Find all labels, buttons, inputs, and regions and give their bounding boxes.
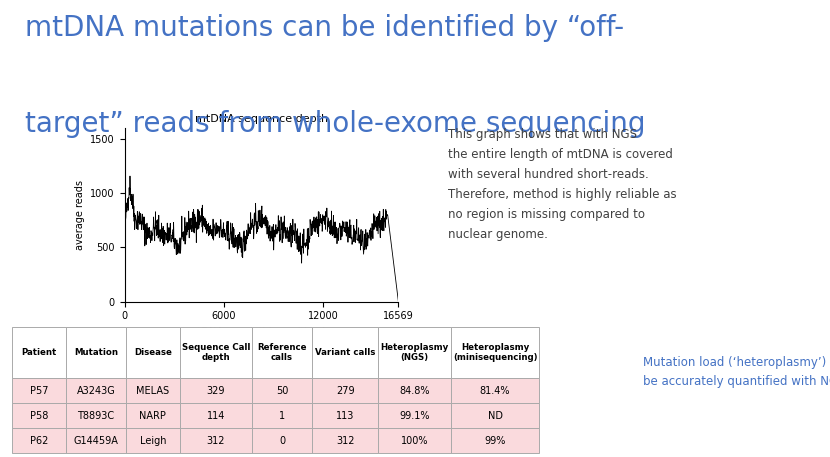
Text: Disease: Disease [134, 348, 172, 357]
Text: Variant calls: Variant calls [315, 348, 375, 357]
Text: Patient: Patient [22, 348, 57, 357]
Text: 99%: 99% [485, 436, 505, 446]
FancyBboxPatch shape [378, 327, 451, 378]
Text: NARP: NARP [139, 411, 166, 420]
Text: 81.4%: 81.4% [480, 386, 510, 396]
Text: Reference
calls: Reference calls [257, 343, 307, 362]
Text: Mutation: Mutation [74, 348, 118, 357]
FancyBboxPatch shape [66, 378, 126, 403]
Text: 100%: 100% [401, 436, 428, 446]
Text: 279: 279 [336, 386, 354, 396]
Text: 99.1%: 99.1% [399, 411, 430, 420]
FancyBboxPatch shape [378, 428, 451, 453]
FancyBboxPatch shape [12, 327, 66, 378]
FancyBboxPatch shape [66, 428, 126, 453]
Text: P57: P57 [30, 386, 48, 396]
Title: mtDNA sequence depth: mtDNA sequence depth [195, 114, 328, 124]
FancyBboxPatch shape [312, 403, 378, 428]
Text: Mutation load (‘heteroplasmy’) can
be accurately quantified with NGS.: Mutation load (‘heteroplasmy’) can be ac… [643, 356, 830, 388]
Text: 50: 50 [276, 386, 288, 396]
FancyBboxPatch shape [252, 378, 312, 403]
FancyBboxPatch shape [12, 403, 66, 428]
FancyBboxPatch shape [378, 378, 451, 403]
Text: P58: P58 [30, 411, 48, 420]
Text: ND: ND [487, 411, 502, 420]
FancyBboxPatch shape [66, 403, 126, 428]
Text: Heteroplasmy
(minisequencing): Heteroplasmy (minisequencing) [452, 343, 537, 362]
FancyBboxPatch shape [179, 327, 252, 378]
Text: G14459A: G14459A [74, 436, 119, 446]
Text: MELAS: MELAS [136, 386, 169, 396]
Text: Sequence Call
depth: Sequence Call depth [182, 343, 250, 362]
Text: Leigh: Leigh [139, 436, 166, 446]
FancyBboxPatch shape [126, 428, 179, 453]
FancyBboxPatch shape [451, 378, 540, 403]
FancyBboxPatch shape [252, 327, 312, 378]
FancyBboxPatch shape [451, 428, 540, 453]
Text: T8893C: T8893C [77, 411, 115, 420]
Text: P62: P62 [30, 436, 48, 446]
FancyBboxPatch shape [312, 428, 378, 453]
FancyBboxPatch shape [451, 327, 540, 378]
X-axis label: mtDNA nucelotide position bp: mtDNA nucelotide position bp [188, 327, 334, 337]
Text: A3243G: A3243G [76, 386, 115, 396]
FancyBboxPatch shape [312, 327, 378, 378]
FancyBboxPatch shape [12, 428, 66, 453]
Text: 1: 1 [279, 411, 286, 420]
FancyBboxPatch shape [126, 378, 179, 403]
FancyBboxPatch shape [179, 378, 252, 403]
FancyBboxPatch shape [451, 403, 540, 428]
FancyBboxPatch shape [312, 378, 378, 403]
Text: Heteroplasmy
(NGS): Heteroplasmy (NGS) [380, 343, 449, 362]
FancyBboxPatch shape [179, 428, 252, 453]
FancyBboxPatch shape [179, 403, 252, 428]
Text: 312: 312 [336, 436, 354, 446]
FancyBboxPatch shape [252, 428, 312, 453]
Text: 312: 312 [207, 436, 225, 446]
Y-axis label: average reads: average reads [75, 180, 85, 250]
FancyBboxPatch shape [378, 403, 451, 428]
Text: 113: 113 [336, 411, 354, 420]
FancyBboxPatch shape [12, 378, 66, 403]
FancyBboxPatch shape [66, 327, 126, 378]
FancyBboxPatch shape [252, 403, 312, 428]
Text: target” reads from whole-exome sequencing: target” reads from whole-exome sequencin… [25, 110, 646, 138]
Text: 84.8%: 84.8% [399, 386, 430, 396]
FancyBboxPatch shape [126, 403, 179, 428]
Text: 0: 0 [279, 436, 286, 446]
Text: 114: 114 [207, 411, 225, 420]
Text: 329: 329 [207, 386, 225, 396]
FancyBboxPatch shape [126, 327, 179, 378]
Text: mtDNA mutations can be identified by “off-: mtDNA mutations can be identified by “of… [25, 14, 624, 42]
Text: This graph shows that with NGS
the entire length of mtDNA is covered
with severa: This graph shows that with NGS the entir… [448, 128, 676, 241]
